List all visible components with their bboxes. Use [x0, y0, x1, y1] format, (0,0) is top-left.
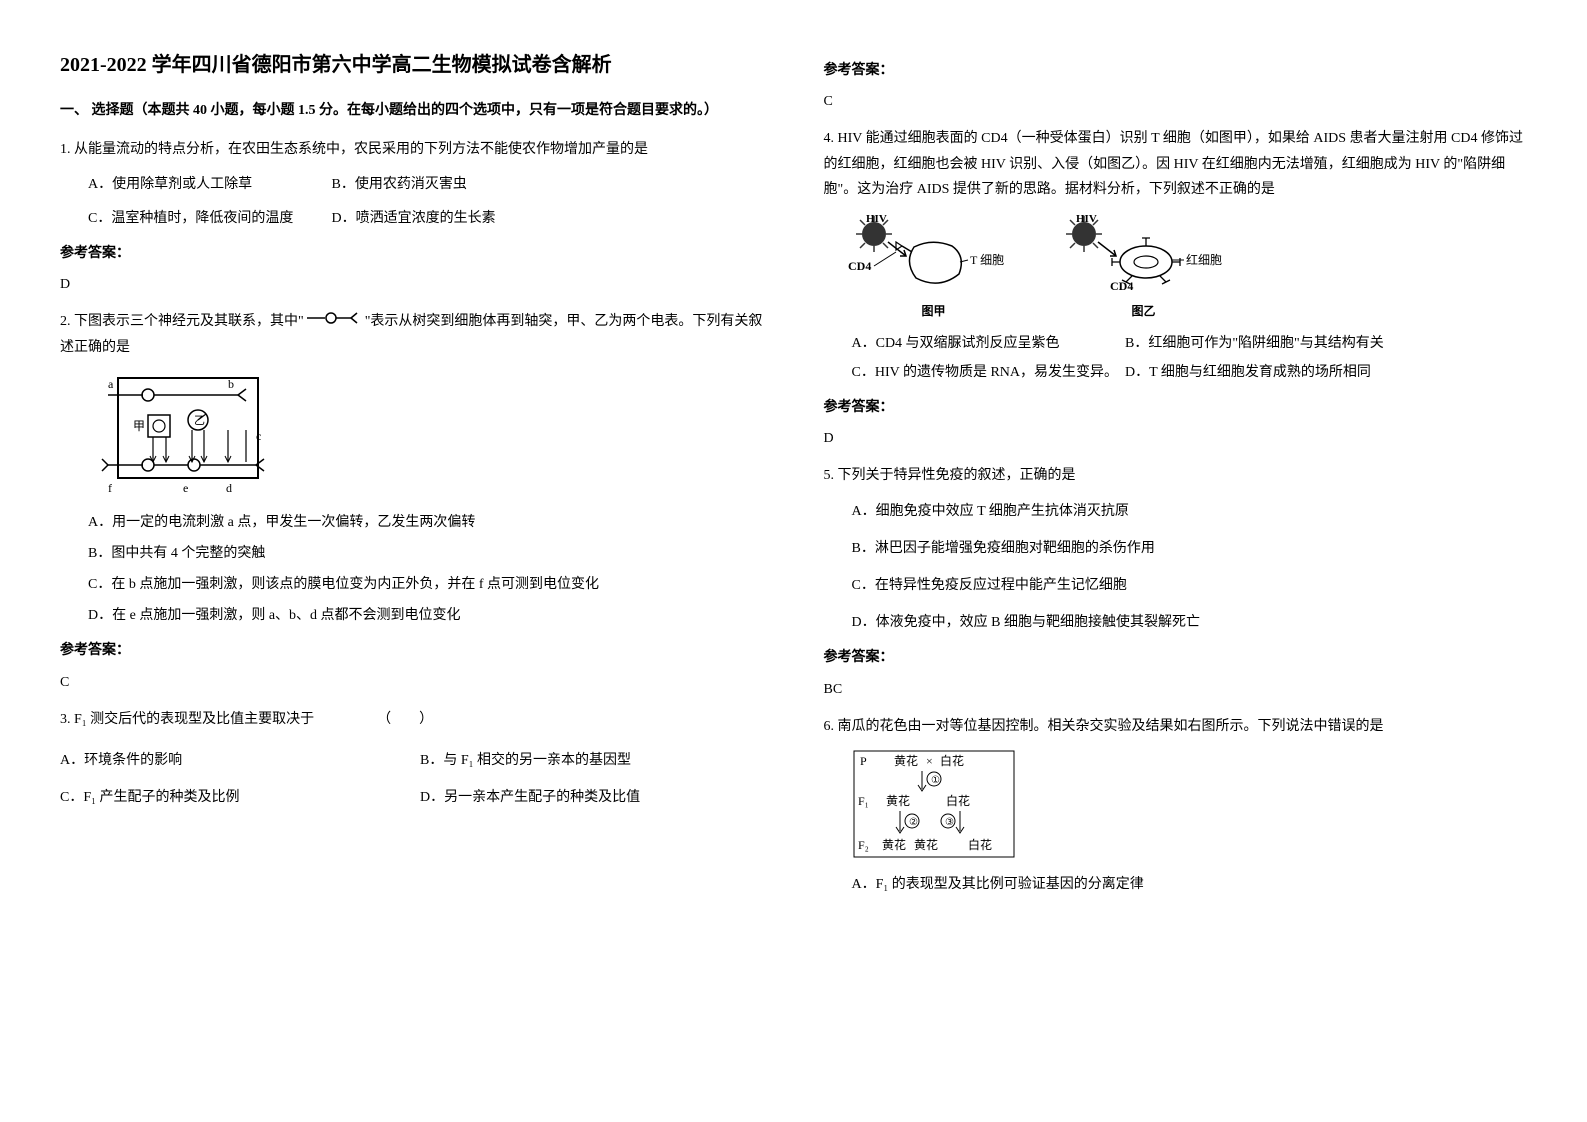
- q5-opt-d: D．体液免疫中，效应 B 细胞与靶细胞接触使其裂解死亡: [852, 610, 1528, 635]
- q6-f2-y2: 黄花: [914, 837, 938, 852]
- q6-stem: 6. 南瓜的花色由一对等位基因控制。相关杂交实验及结果如右图所示。下列说法中错误…: [824, 714, 1528, 739]
- q3-answer-label: 参考答案：: [824, 58, 1528, 83]
- q4-opt-d: D．T 细胞与红细胞发育成熟的场所相同: [1125, 360, 1371, 385]
- cd4-label-2: CD4: [1110, 279, 1133, 292]
- question-3: 3. F₁ 测交后代的表现型及比值主要取决于 （ ） A．环境条件的影响 B．与…: [60, 707, 764, 811]
- q3-opt-a: A．环境条件的影响: [60, 748, 380, 773]
- q6-f1: F₁: [858, 794, 869, 808]
- q1-opt-d: D．喷洒适宜浓度的生长素: [332, 206, 496, 231]
- q2-figure: a b 甲 乙 c: [88, 370, 764, 500]
- q1-stem: 1. 从能量流动的特点分析，在农田生态系统中，农民采用的下列方法不能使农作物增加…: [60, 137, 764, 162]
- q4-opt-a: A．CD4 与双缩脲试剂反应呈紫色: [852, 331, 1122, 356]
- q6-f2-y1: 黄花: [882, 837, 906, 852]
- q6-circ1: ①: [931, 775, 940, 786]
- q6-f1-yellow: 黄花: [886, 793, 910, 808]
- q6-figure: P 黄花 × 白花 ① F₁ 黄花 白花 ②: [852, 749, 1528, 868]
- question-1: 1. 从能量流动的特点分析，在农田生态系统中，农民采用的下列方法不能使农作物增加…: [60, 137, 764, 231]
- q2-answer: C: [60, 670, 764, 695]
- hiv-label-1: HIV: [866, 213, 887, 225]
- q5-opt-c: C．在特异性免疫反应过程中能产生记忆细胞: [852, 573, 1528, 598]
- q5-stem: 5. 下列关于特异性免疫的叙述，正确的是: [824, 463, 1528, 488]
- question-5: 5. 下列关于特异性免疫的叙述，正确的是 A．细胞免疫中效应 T 细胞产生抗体消…: [824, 463, 1528, 635]
- q5-answer-label: 参考答案：: [824, 645, 1528, 670]
- q5-opt-a: A．细胞免疫中效应 T 细胞产生抗体消灭抗原: [852, 499, 1528, 524]
- rbc-label: 红细胞: [1186, 252, 1222, 267]
- q2-opt-c: C．在 b 点施加一强刺激，则该点的膜电位变为内正外负，并在 f 点可测到电位变…: [88, 572, 764, 597]
- tcell-label: T 细胞: [970, 253, 1004, 267]
- q6-opt-a: A．F₁ 的表现型及其比例可验证基因的分离定律: [852, 872, 1528, 897]
- q3-answer: C: [824, 89, 1528, 114]
- q6-p-yellow: 黄花: [894, 753, 918, 768]
- q4-caption-2: 图乙: [1054, 301, 1234, 323]
- q1-opt-b: B．使用农药消灭害虫: [332, 172, 467, 197]
- q2-answer-label: 参考答案：: [60, 638, 764, 663]
- q2-label-jia: 甲: [133, 419, 145, 433]
- q3-stem: 3. F₁ 测交后代的表现型及比值主要取决于 （ ）: [60, 707, 764, 732]
- question-4: 4. HIV 能通过细胞表面的 CD4（一种受体蛋白）识别 T 细胞（如图甲），…: [824, 126, 1528, 385]
- q5-opt-b: B．淋巴因子能增强免疫细胞对靶细胞的杀伤作用: [852, 536, 1528, 561]
- q4-answer: D: [824, 426, 1528, 451]
- cd4-label-1: CD4: [848, 259, 871, 273]
- q6-circ3: ③: [945, 817, 954, 828]
- q6-circ2: ②: [909, 817, 918, 828]
- q3-opt-c: C．F₁ 产生配子的种类及比例: [60, 785, 380, 810]
- exam-title: 2021-2022 学年四川省德阳市第六中学高二生物模拟试卷含解析: [60, 50, 764, 80]
- section-heading: 一、 选择题（本题共 40 小题，每小题 1.5 分。在每小题给出的四个选项中，…: [60, 98, 764, 123]
- q6-p: P: [860, 754, 867, 768]
- q2-opt-d: D．在 e 点施加一强刺激，则 a、b、d 点都不会测到电位变化: [88, 603, 764, 628]
- q6-f2-w: 白花: [968, 837, 992, 852]
- hiv-label-2: HIV: [1076, 213, 1097, 225]
- neuron-symbol-icon: [307, 309, 361, 334]
- q6-f2: F₂: [858, 838, 869, 852]
- q3-opt-d: D．另一亲本产生配子的种类及比值: [420, 785, 640, 810]
- q4-opt-c: C．HIV 的遗传物质是 RNA，易发生变异。: [852, 360, 1122, 385]
- q2-label-b: b: [228, 377, 234, 391]
- q1-opt-a: A．使用除草剂或人工除草: [88, 172, 328, 197]
- q2-opt-b: B．图中共有 4 个完整的突触: [88, 541, 764, 566]
- q4-figure: HIV CD4 T 细胞 图甲: [844, 212, 1528, 323]
- q4-stem: 4. HIV 能通过细胞表面的 CD4（一种受体蛋白）识别 T 细胞（如图甲），…: [824, 126, 1528, 202]
- q5-answer: BC: [824, 677, 1528, 702]
- q1-opt-c: C．温室种植时，降低夜间的温度: [88, 206, 328, 231]
- q2-label-d: d: [226, 481, 232, 495]
- q2-stem-pre: 2. 下图表示三个神经元及其联系，其中": [60, 314, 307, 329]
- q1-answer: D: [60, 272, 764, 297]
- q2-label-f: f: [108, 481, 112, 495]
- q2-label-e: e: [183, 481, 188, 495]
- q6-cross: ×: [926, 754, 933, 768]
- q4-answer-label: 参考答案：: [824, 395, 1528, 420]
- q2-stem: 2. 下图表示三个神经元及其联系，其中" "表示从树突到细胞体再到轴突，甲、乙为…: [60, 309, 764, 360]
- q4-caption-1: 图甲: [844, 301, 1024, 323]
- q4-opt-b: B．红细胞可作为"陷阱细胞"与其结构有关: [1125, 331, 1384, 356]
- q1-answer-label: 参考答案：: [60, 241, 764, 266]
- question-2: 2. 下图表示三个神经元及其联系，其中" "表示从树突到细胞体再到轴突，甲、乙为…: [60, 309, 764, 628]
- q2-opt-a: A．用一定的电流刺激 a 点，甲发生一次偏转，乙发生两次偏转: [88, 510, 764, 535]
- q2-label-c: c: [256, 429, 261, 443]
- q6-p-white: 白花: [940, 753, 964, 768]
- q2-label-a: a: [108, 377, 114, 391]
- question-6: 6. 南瓜的花色由一对等位基因控制。相关杂交实验及结果如右图所示。下列说法中错误…: [824, 714, 1528, 898]
- q6-f1-white: 白花: [946, 793, 970, 808]
- q3-opt-b: B．与 F₁ 相交的另一亲本的基因型: [420, 748, 631, 773]
- q2-label-yi: 乙: [194, 414, 205, 427]
